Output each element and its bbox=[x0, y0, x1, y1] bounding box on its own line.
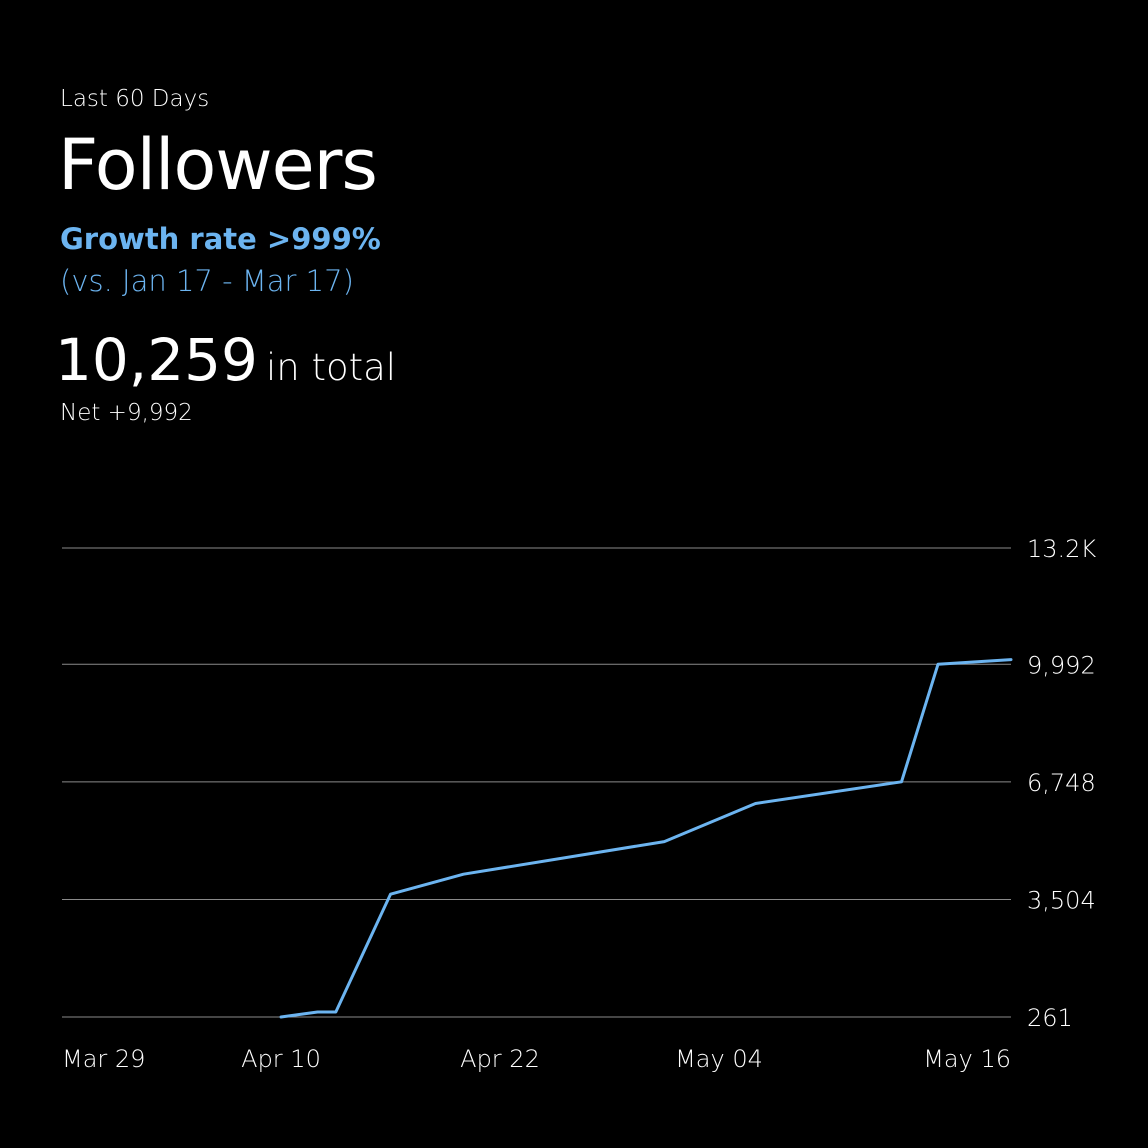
y-tick-label: 261 bbox=[1027, 1004, 1073, 1032]
y-tick-label: 3,504 bbox=[1027, 886, 1096, 914]
page-title: Followers bbox=[58, 124, 378, 206]
x-tick-label: Apr 10 bbox=[241, 1045, 321, 1073]
x-tick-label: May 04 bbox=[675, 1045, 763, 1073]
x-tick-label: May 16 bbox=[923, 1045, 1011, 1073]
period-label: Last 60 Days bbox=[60, 86, 210, 112]
total-suffix: in total bbox=[265, 346, 397, 389]
y-tick-label: 13.2K bbox=[1027, 535, 1096, 563]
series-line bbox=[279, 658, 1013, 1019]
net-change: Net +9,992 bbox=[60, 400, 193, 426]
comparison-period: (vs. Jan 17 - Mar 17) bbox=[60, 264, 354, 298]
x-tick-label: Apr 22 bbox=[460, 1045, 540, 1073]
total-value: 10,259 bbox=[55, 326, 258, 394]
y-tick-label: 6,748 bbox=[1027, 769, 1096, 797]
x-tick-label: Mar 29 bbox=[62, 1045, 145, 1073]
growth-rate: Growth rate >999% bbox=[60, 222, 381, 256]
total-followers: 10,259 in total bbox=[55, 326, 396, 394]
y-tick-label: 9,992 bbox=[1027, 651, 1096, 679]
